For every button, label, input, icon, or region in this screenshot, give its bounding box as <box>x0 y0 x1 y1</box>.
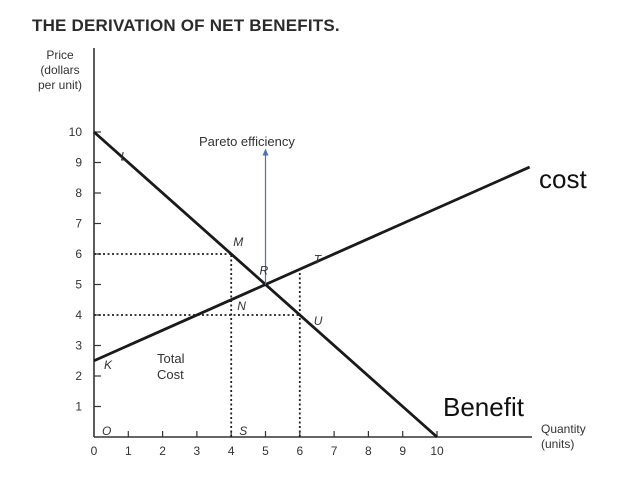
point-label-t: T <box>314 252 323 266</box>
cost-line <box>93 165 531 363</box>
x-tick-label: 0 <box>91 444 98 458</box>
x-tick-label: 9 <box>399 444 406 458</box>
point-label-k: K <box>104 358 113 372</box>
y-axis-label-line: Price <box>46 48 74 62</box>
y-axis-label-line: per unit) <box>38 78 82 92</box>
y-tick-label: 10 <box>69 125 83 139</box>
x-tick-label: 4 <box>228 444 235 458</box>
x-tick-label: 7 <box>331 444 338 458</box>
benefit-curve-label: Benefit <box>443 392 525 422</box>
x-tick-label: 1 <box>125 444 132 458</box>
x-tick-label: 3 <box>194 444 201 458</box>
x-tick-label: 5 <box>262 444 269 458</box>
pareto-arrow-head <box>262 148 269 156</box>
x-axis-label-line: (units) <box>541 437 574 451</box>
point-label-l: L <box>121 150 128 164</box>
y-tick-label: 8 <box>75 186 82 200</box>
x-tick-label: 6 <box>296 444 303 458</box>
point-label-s: S <box>239 424 247 438</box>
y-tick-label: 4 <box>75 308 82 322</box>
x-tick-label: 2 <box>159 444 166 458</box>
y-tick-label: 3 <box>75 339 82 353</box>
y-tick-label: 5 <box>75 278 82 292</box>
x-tick-label: 10 <box>430 444 444 458</box>
pareto-efficiency-label: Pareto efficiency <box>199 134 295 149</box>
y-tick-label: 2 <box>75 369 82 383</box>
x-tick-label: 8 <box>365 444 372 458</box>
point-label-u: U <box>314 314 323 328</box>
cost-curve-label: cost <box>539 164 587 194</box>
point-label-n: N <box>237 299 246 313</box>
y-axis-label-line: (dollars <box>40 63 79 77</box>
point-label-o: O <box>102 424 111 438</box>
total-cost-label: Cost <box>157 367 184 382</box>
y-tick-label: 7 <box>75 217 82 231</box>
chart-title: THE DERIVATION OF NET BENEFITS. <box>32 16 340 35</box>
point-label-m: M <box>233 235 243 249</box>
x-axis-label-line: Quantity <box>541 422 586 436</box>
total-cost-label: Total <box>157 351 185 366</box>
y-tick-label: 6 <box>75 247 82 261</box>
y-tick-label: 1 <box>75 400 82 414</box>
y-tick-label: 9 <box>75 156 82 170</box>
point-label-r: R <box>260 264 269 278</box>
